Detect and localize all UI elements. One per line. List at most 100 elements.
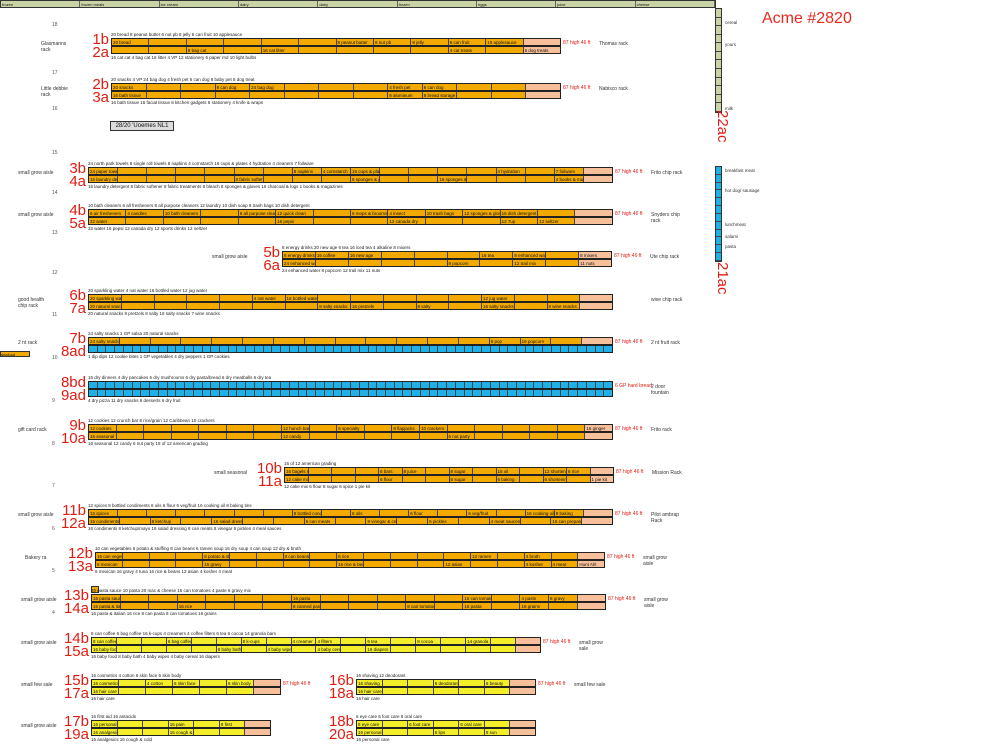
shelf-cell: 8 baking [555,510,584,516]
shelf-cell [264,176,293,182]
shelf-cell [290,346,299,352]
shelf-cell [383,680,409,686]
shelf-cell [604,382,612,388]
shelf-cell: 8 can beans [284,553,311,559]
aisle-top-caption: 24 north park towels 8 single roll towel… [88,161,314,166]
vertical-bar-segment [716,9,721,18]
shelf-cell [264,390,273,396]
shelf-cell [272,382,282,388]
shelf-cell [119,680,146,686]
shelf-cell [421,382,430,388]
shelf-cell: 6 beauty [485,680,511,686]
shelf-cell: 12 candy [282,433,310,439]
right-bar-item: salami [725,234,739,239]
vertical-bar-segment [716,214,721,222]
shelf-cell: 1 pie kit [590,476,613,482]
aisle-label-lower: 6a [263,257,280,274]
shelf-cell: 6 rice [337,553,364,559]
row-number: 9 [52,398,55,404]
shelf-cell [176,553,204,559]
shelf-cell [397,518,429,524]
shelf-cell: 16 pasta [463,603,492,609]
shelf-cell [366,338,398,344]
shelf-cell [319,84,354,90]
shelf-top: 8 can coffee 6 bag coffee 8 k-cups 4 creame… [91,637,541,645]
shelf-cell [517,346,526,352]
shelf-cell [435,603,464,609]
aisle-label-lower: 13a [67,558,93,575]
aisle-label-lower: 12a [60,515,86,532]
chip-label: 28/20 'Uoemes NL1 [110,121,174,131]
shelf-cell [98,346,107,352]
shelf-cell [447,382,456,388]
shelf-cell: 4 creamer [292,638,317,644]
shelf-bottom: 8 bag cat 16 cat litter 4 cat treats 6 dog … [111,46,561,54]
shelf-cell [334,346,343,352]
shelf-cell [155,303,188,309]
aisle-height-tag: 87 high 46 ft [283,681,311,687]
shelf-cell: 8 salty [417,303,450,309]
shelf-cell [123,553,150,559]
shelf-cell [369,346,378,352]
shelf-cell [285,84,320,90]
shelf-cell [480,260,514,266]
shelf-cell [369,390,378,396]
shelf-cell [144,433,172,439]
shelf-cell [307,346,317,352]
shelf-cell [150,561,177,567]
top-strip-section: frozen meals [80,1,160,7]
shelf-cell [449,295,482,301]
shelf-cell [149,39,187,45]
row-number: 17 [52,70,58,76]
shelf-cell [583,510,612,516]
shelf-cell [141,346,151,352]
shelf-cell [118,729,144,735]
shelf-cell [310,561,338,567]
shelf-cell [497,510,526,516]
shelf-cell [334,390,343,396]
shelf-cell [316,390,325,396]
shelf-cell [115,346,124,352]
shelf-cell: 6 oils [351,510,381,516]
row-number: 11 [52,312,58,318]
aisle-bottom-caption: 16 laundry detergent 8 fabric softener 8… [88,184,343,189]
shelf-cell [115,390,124,396]
row-number: 7 [52,483,55,489]
shelf-cell [267,638,292,644]
shelf-cell [245,729,271,735]
shelf-cell [515,303,548,309]
shelf-cell [382,260,415,266]
shelf-cell [360,382,369,388]
shelf-cell [192,646,217,652]
row-number: 15 [52,150,58,156]
shelf-cell [211,346,221,352]
seafood-cooler: seafood [0,351,30,357]
shelf-cell [482,346,491,352]
shelf-cell: 16 pain [169,721,195,727]
shelf-cell: 6 oral care [459,721,485,727]
aisle-left-note: small grow aisle [212,254,248,260]
shelf-cell: 4 hydration [497,168,526,174]
shelf-cell [587,390,596,396]
shelf-cell [337,433,365,439]
shelf-cell: 16 analgesics [93,729,118,735]
aisle-row: 10 bath cleaners 6 all fresheners 8 all … [88,203,643,231]
shelf-cell [220,295,253,301]
shelf-cell [463,218,501,224]
aisle-height-tag: 87 high 46 ft [616,469,644,475]
shelf-cell [497,176,526,182]
shelf-cell [243,518,274,524]
shelf-cell: Hunt Ahl [578,561,605,567]
shelf-cell: 12 trail mix [513,260,547,266]
shelf-cell [203,382,212,388]
shelf-cell [229,382,238,388]
shelf-cell [377,390,386,396]
shelf-cell [212,338,244,344]
shelf-cell [456,390,465,396]
aisle-row: 12 spices 8 bottled condiments 6 oils 6 … [88,503,643,531]
shelf-cell [89,390,98,396]
shelf-cell [596,382,605,388]
shelf-cell [391,553,418,559]
shelf-cell [569,390,579,396]
